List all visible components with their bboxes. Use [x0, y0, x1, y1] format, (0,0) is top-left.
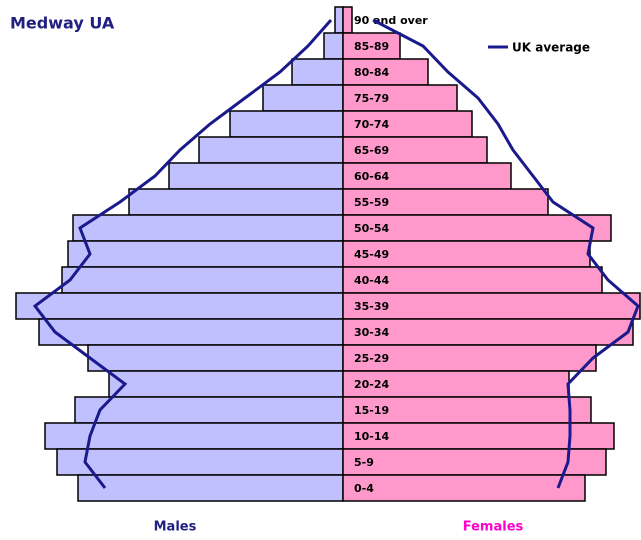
- age-label: 0-4: [354, 482, 374, 495]
- male-bar: [56, 448, 344, 476]
- male-bar: [67, 240, 344, 268]
- age-label: 55-59: [354, 196, 389, 209]
- female-bar: [342, 292, 641, 320]
- male-bar: [72, 214, 344, 242]
- male-bar: [323, 32, 344, 60]
- age-label: 85-89: [354, 40, 389, 53]
- age-label: 70-74: [354, 118, 390, 131]
- female-bar: [342, 136, 488, 164]
- age-label: 90 and over: [354, 14, 428, 27]
- males-label: Males: [154, 520, 197, 535]
- age-label: 30-34: [354, 326, 390, 339]
- male-bar: [108, 370, 344, 398]
- male-bar: [198, 136, 344, 164]
- age-label: 75-79: [354, 92, 389, 105]
- male-bar: [61, 266, 344, 294]
- female-bar: [342, 188, 549, 216]
- female-bar: [342, 58, 429, 86]
- age-label: 15-19: [354, 404, 389, 417]
- male-bar: [128, 188, 344, 216]
- female-bar: [342, 6, 353, 34]
- chart-title: Medway UA: [10, 14, 115, 33]
- male-bar: [15, 292, 344, 320]
- male-bar: [74, 396, 344, 424]
- female-bar: [342, 344, 597, 372]
- female-bar: [342, 240, 591, 268]
- age-label: 10-14: [354, 430, 390, 443]
- age-label: 25-29: [354, 352, 389, 365]
- uk-average-line: [372, 18, 640, 489]
- male-bar: [262, 84, 344, 112]
- age-label: 35-39: [354, 300, 389, 313]
- female-bar: [342, 448, 607, 476]
- male-bar: [334, 6, 344, 34]
- age-label: 65-69: [354, 144, 389, 157]
- male-bar: [229, 110, 344, 138]
- female-bar: [342, 266, 603, 294]
- male-bar: [38, 318, 344, 346]
- male-bar: [291, 58, 344, 86]
- male-bar: [77, 474, 344, 502]
- age-label: 20-24: [354, 378, 390, 391]
- female-bar: [342, 214, 612, 242]
- female-bar: [342, 474, 586, 502]
- female-bar: [342, 370, 570, 398]
- female-bar: [342, 396, 592, 424]
- male-bar: [168, 162, 344, 190]
- age-label: 60-64: [354, 170, 390, 183]
- uk-average-line: [32, 19, 333, 489]
- age-label: 80-84: [354, 66, 390, 79]
- age-label: 45-49: [354, 248, 389, 261]
- legend-label: UK average: [512, 41, 590, 55]
- age-label: 5-9: [354, 456, 374, 469]
- age-label: 40-44: [354, 274, 390, 287]
- female-bar: [342, 162, 512, 190]
- females-label: Females: [463, 520, 524, 535]
- male-bar: [87, 344, 344, 372]
- female-bar: [342, 318, 634, 346]
- age-label: 50-54: [354, 222, 390, 235]
